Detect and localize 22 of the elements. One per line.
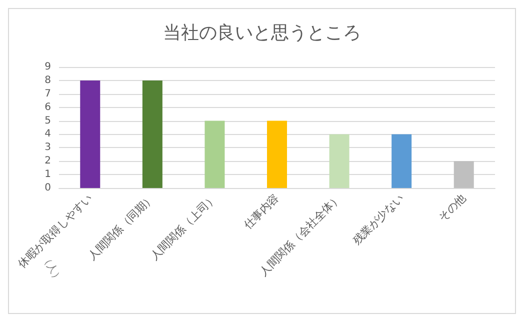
- y-tick-label: 4: [44, 128, 51, 140]
- y-tick-label: 7: [44, 88, 51, 100]
- y-tick-label: 5: [44, 115, 51, 126]
- bar: [392, 134, 412, 188]
- y-tick-label: 6: [44, 102, 51, 113]
- bar: [204, 120, 225, 188]
- y-tick-label: 8: [44, 74, 51, 86]
- bar: [267, 120, 287, 188]
- y-tick-label: 1: [44, 169, 51, 180]
- x-tick-label: 残業が少ない: [350, 191, 406, 248]
- y-tick-label: 3: [44, 142, 51, 154]
- x-tick-label: その他: [436, 191, 468, 224]
- x-tick-label: 仕事内容: [241, 191, 282, 232]
- bar: [142, 80, 162, 188]
- y-tick-label: 0: [44, 182, 51, 194]
- bar: [80, 80, 100, 188]
- y-tick-label: 9: [44, 62, 51, 72]
- bar: [329, 134, 350, 188]
- chart-title: 当社の良いと思うところ: [163, 22, 361, 44]
- y-axis-title: （人）: [39, 252, 64, 284]
- bar: [454, 161, 474, 188]
- y-tick-label: 2: [44, 156, 51, 167]
